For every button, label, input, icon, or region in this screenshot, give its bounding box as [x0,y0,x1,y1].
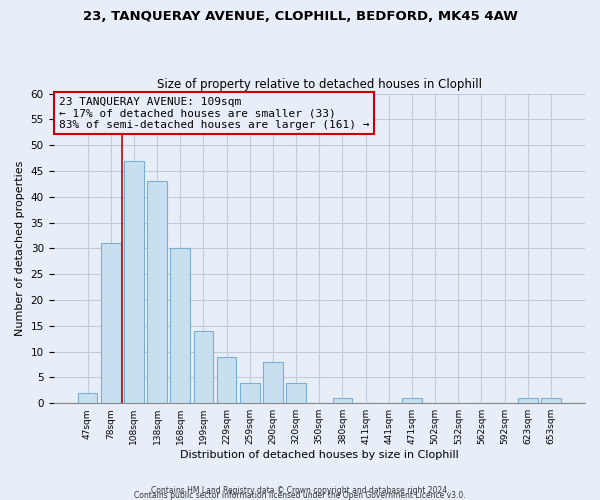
Bar [518,398,538,403]
Text: Contains public sector information licensed under the Open Government Licence v3: Contains public sector information licen… [134,491,466,500]
Bar [240,382,260,403]
Text: 23 TANQUERAY AVENUE: 109sqm
← 17% of detached houses are smaller (33)
83% of sem: 23 TANQUERAY AVENUE: 109sqm ← 17% of det… [59,96,370,130]
Y-axis label: Number of detached properties: Number of detached properties [15,160,25,336]
X-axis label: Distribution of detached houses by size in Clophill: Distribution of detached houses by size … [180,450,458,460]
Bar [541,398,561,403]
Bar [77,393,97,403]
Text: 23, TANQUERAY AVENUE, CLOPHILL, BEDFORD, MK45 4AW: 23, TANQUERAY AVENUE, CLOPHILL, BEDFORD,… [83,10,517,23]
Bar [217,357,236,403]
Bar [402,398,422,403]
Bar [101,243,121,403]
Bar [332,398,352,403]
Bar [286,382,306,403]
Bar [194,331,213,403]
Bar [147,182,167,403]
Text: Contains HM Land Registry data © Crown copyright and database right 2024.: Contains HM Land Registry data © Crown c… [151,486,449,495]
Bar [124,160,144,403]
Title: Size of property relative to detached houses in Clophill: Size of property relative to detached ho… [157,78,482,91]
Bar [170,248,190,403]
Bar [263,362,283,403]
